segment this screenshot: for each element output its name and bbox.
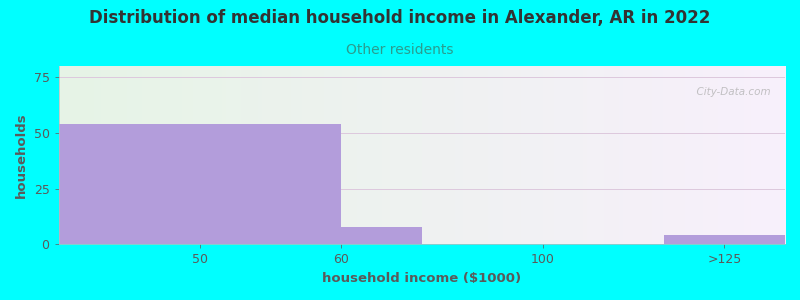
Y-axis label: households: households — [15, 112, 28, 198]
Text: City-Data.com: City-Data.com — [690, 87, 770, 98]
Bar — [58, 124, 341, 244]
Text: Distribution of median household income in Alexander, AR in 2022: Distribution of median household income … — [90, 9, 710, 27]
Bar — [341, 226, 422, 244]
Bar — [664, 236, 785, 244]
X-axis label: household income ($1000): household income ($1000) — [322, 272, 522, 285]
Text: Other residents: Other residents — [346, 44, 454, 58]
